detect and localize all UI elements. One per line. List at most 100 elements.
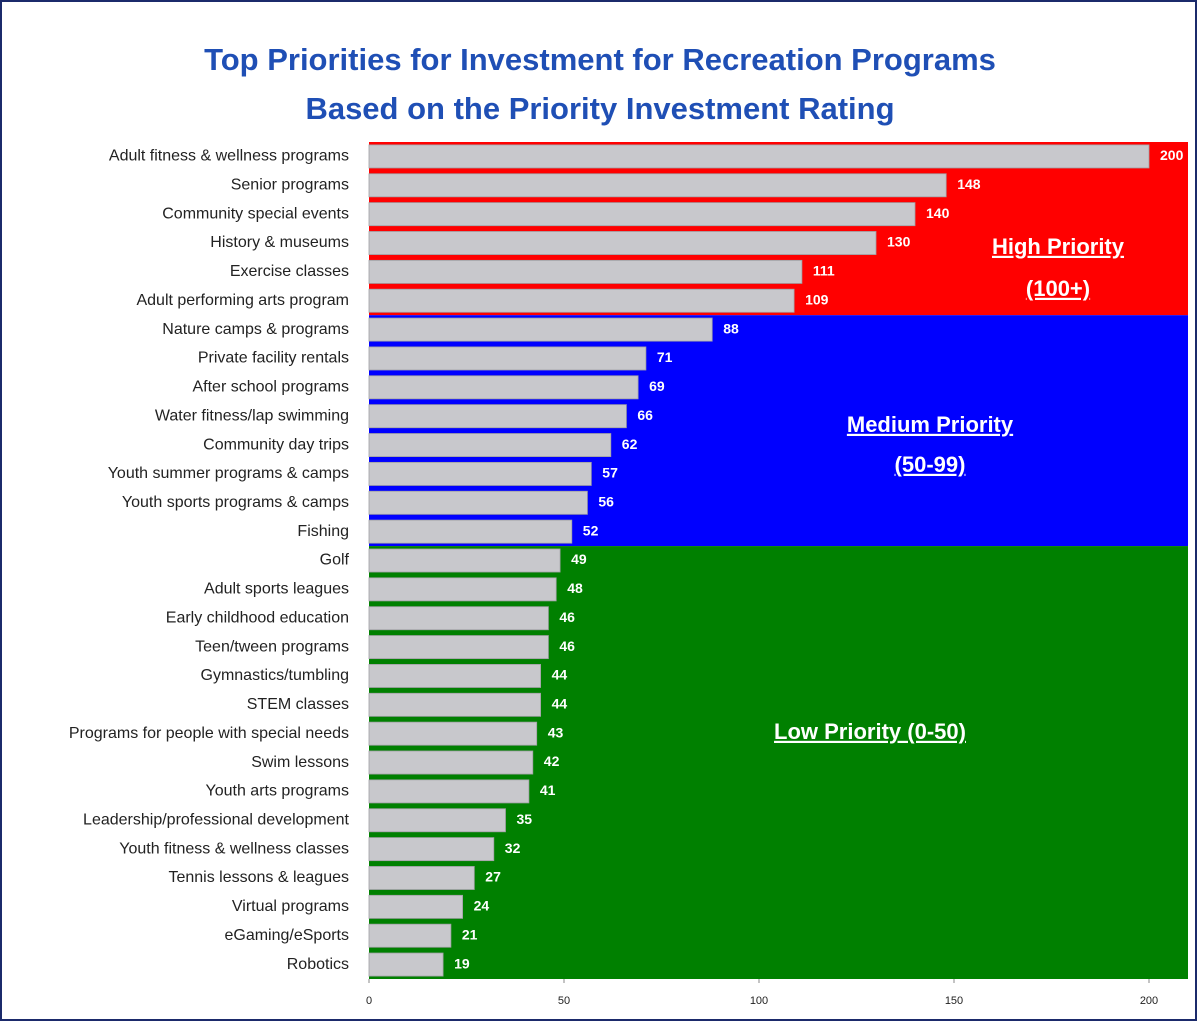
bar [368,548,561,573]
y-tick-label: Fishing [297,523,349,540]
zone-label: Low Priority (0-50) [774,719,966,744]
zone-label: High Priority [992,234,1125,259]
bar [368,259,803,284]
y-tick-label: Exercise classes [230,263,349,280]
value-label: 35 [517,811,533,827]
value-label: 56 [598,493,614,509]
bar [368,404,627,429]
bar [368,461,592,486]
bar [368,952,444,977]
bar [368,231,877,255]
y-tick-label: Adult performing arts program [136,292,349,309]
zone-label: (100+) [1026,276,1090,301]
y-tick-label: Adult sports leagues [204,581,349,598]
bar [368,779,530,804]
y-tick-label: eGaming/eSports [224,927,349,944]
y-tick-label: Robotics [287,956,349,973]
bar [368,664,542,688]
y-tick-label: Water fitness/lap swimming [155,407,349,424]
value-label: 130 [887,234,911,250]
value-label: 69 [649,378,665,394]
value-label: 66 [637,407,653,423]
y-tick-label: Gymnastics/tumbling [201,667,350,684]
y-tick-label: Nature camps & programs [162,321,349,338]
x-tick-label: 0 [366,995,372,1007]
value-label: 19 [454,955,470,971]
x-tick-label: 150 [945,995,963,1007]
x-tick-label: 50 [558,995,570,1007]
value-label: 57 [602,465,618,481]
y-tick-label: Youth sports programs & camps [122,494,349,511]
chart-title: Top Priorities for Investment for Recrea… [204,42,996,77]
value-label: 24 [474,898,490,914]
bar [368,577,557,602]
bar [368,317,713,342]
value-label: 44 [552,667,568,683]
value-label: 140 [926,205,950,221]
y-tick-label: Programs for people with special needs [69,725,349,742]
bar [368,692,542,717]
bar [368,721,538,746]
value-label: 88 [723,320,739,336]
bar [368,894,463,919]
y-tick-label: Community day trips [203,436,349,453]
value-label: 42 [544,753,560,769]
bar [368,202,916,227]
value-label: 71 [657,349,673,365]
y-tick-label: Senior programs [231,177,349,194]
value-label: 46 [559,609,575,625]
y-tick-label: Private facility rentals [198,350,349,367]
bar [368,635,549,660]
value-label: 41 [540,782,556,798]
value-label: 111 [813,263,835,279]
bar [368,837,495,862]
x-tick-label: 200 [1140,995,1158,1007]
y-tick-label: Tennis lessons & leagues [168,869,349,886]
y-tick-label: Early childhood education [166,609,349,626]
y-tick-label: STEM classes [247,696,349,713]
y-tick-label: Virtual programs [232,898,349,915]
bar [368,288,795,313]
bar [368,375,639,400]
value-label: 32 [505,840,521,856]
value-label: 109 [805,291,829,307]
y-tick-label: Youth fitness & wellness classes [119,840,349,857]
y-tick-label: Community special events [162,205,349,222]
value-label: 49 [571,551,587,567]
bar [368,144,1150,169]
value-label: 48 [567,580,583,596]
bar [368,750,534,775]
value-label: 200 [1160,147,1184,163]
value-label: 44 [552,696,568,712]
bar [368,433,612,457]
value-label: 43 [548,724,564,740]
value-label: 21 [462,926,478,942]
x-tick-label: 100 [750,995,768,1007]
y-tick-label: Teen/tween programs [195,638,349,655]
y-tick-label: Golf [320,552,350,569]
y-tick-label: Leadership/professional development [83,811,350,828]
priority-zone [369,142,1188,316]
value-label: 46 [559,638,575,654]
value-label: 62 [622,436,638,452]
bar [368,173,947,198]
bar [368,346,647,371]
zone-label: (50-99) [895,452,966,477]
y-tick-label: Youth summer programs & camps [108,465,349,482]
y-tick-label: Youth arts programs [206,783,349,800]
y-tick-label: After school programs [192,379,349,396]
y-tick-label: Swim lessons [251,754,349,771]
bar [368,606,549,631]
bar [368,519,573,544]
chart-subtitle: Based on the Priority Investment Rating [305,91,894,126]
value-label: 52 [583,522,599,538]
bar [368,923,452,948]
zone-label: Medium Priority [847,412,1014,437]
bar [368,808,506,833]
value-label: 27 [485,869,501,885]
value-label: 148 [957,176,981,192]
y-tick-label: Adult fitness & wellness programs [109,148,349,165]
bar [368,866,475,890]
y-tick-label: History & museums [210,234,349,251]
bar [368,490,588,515]
